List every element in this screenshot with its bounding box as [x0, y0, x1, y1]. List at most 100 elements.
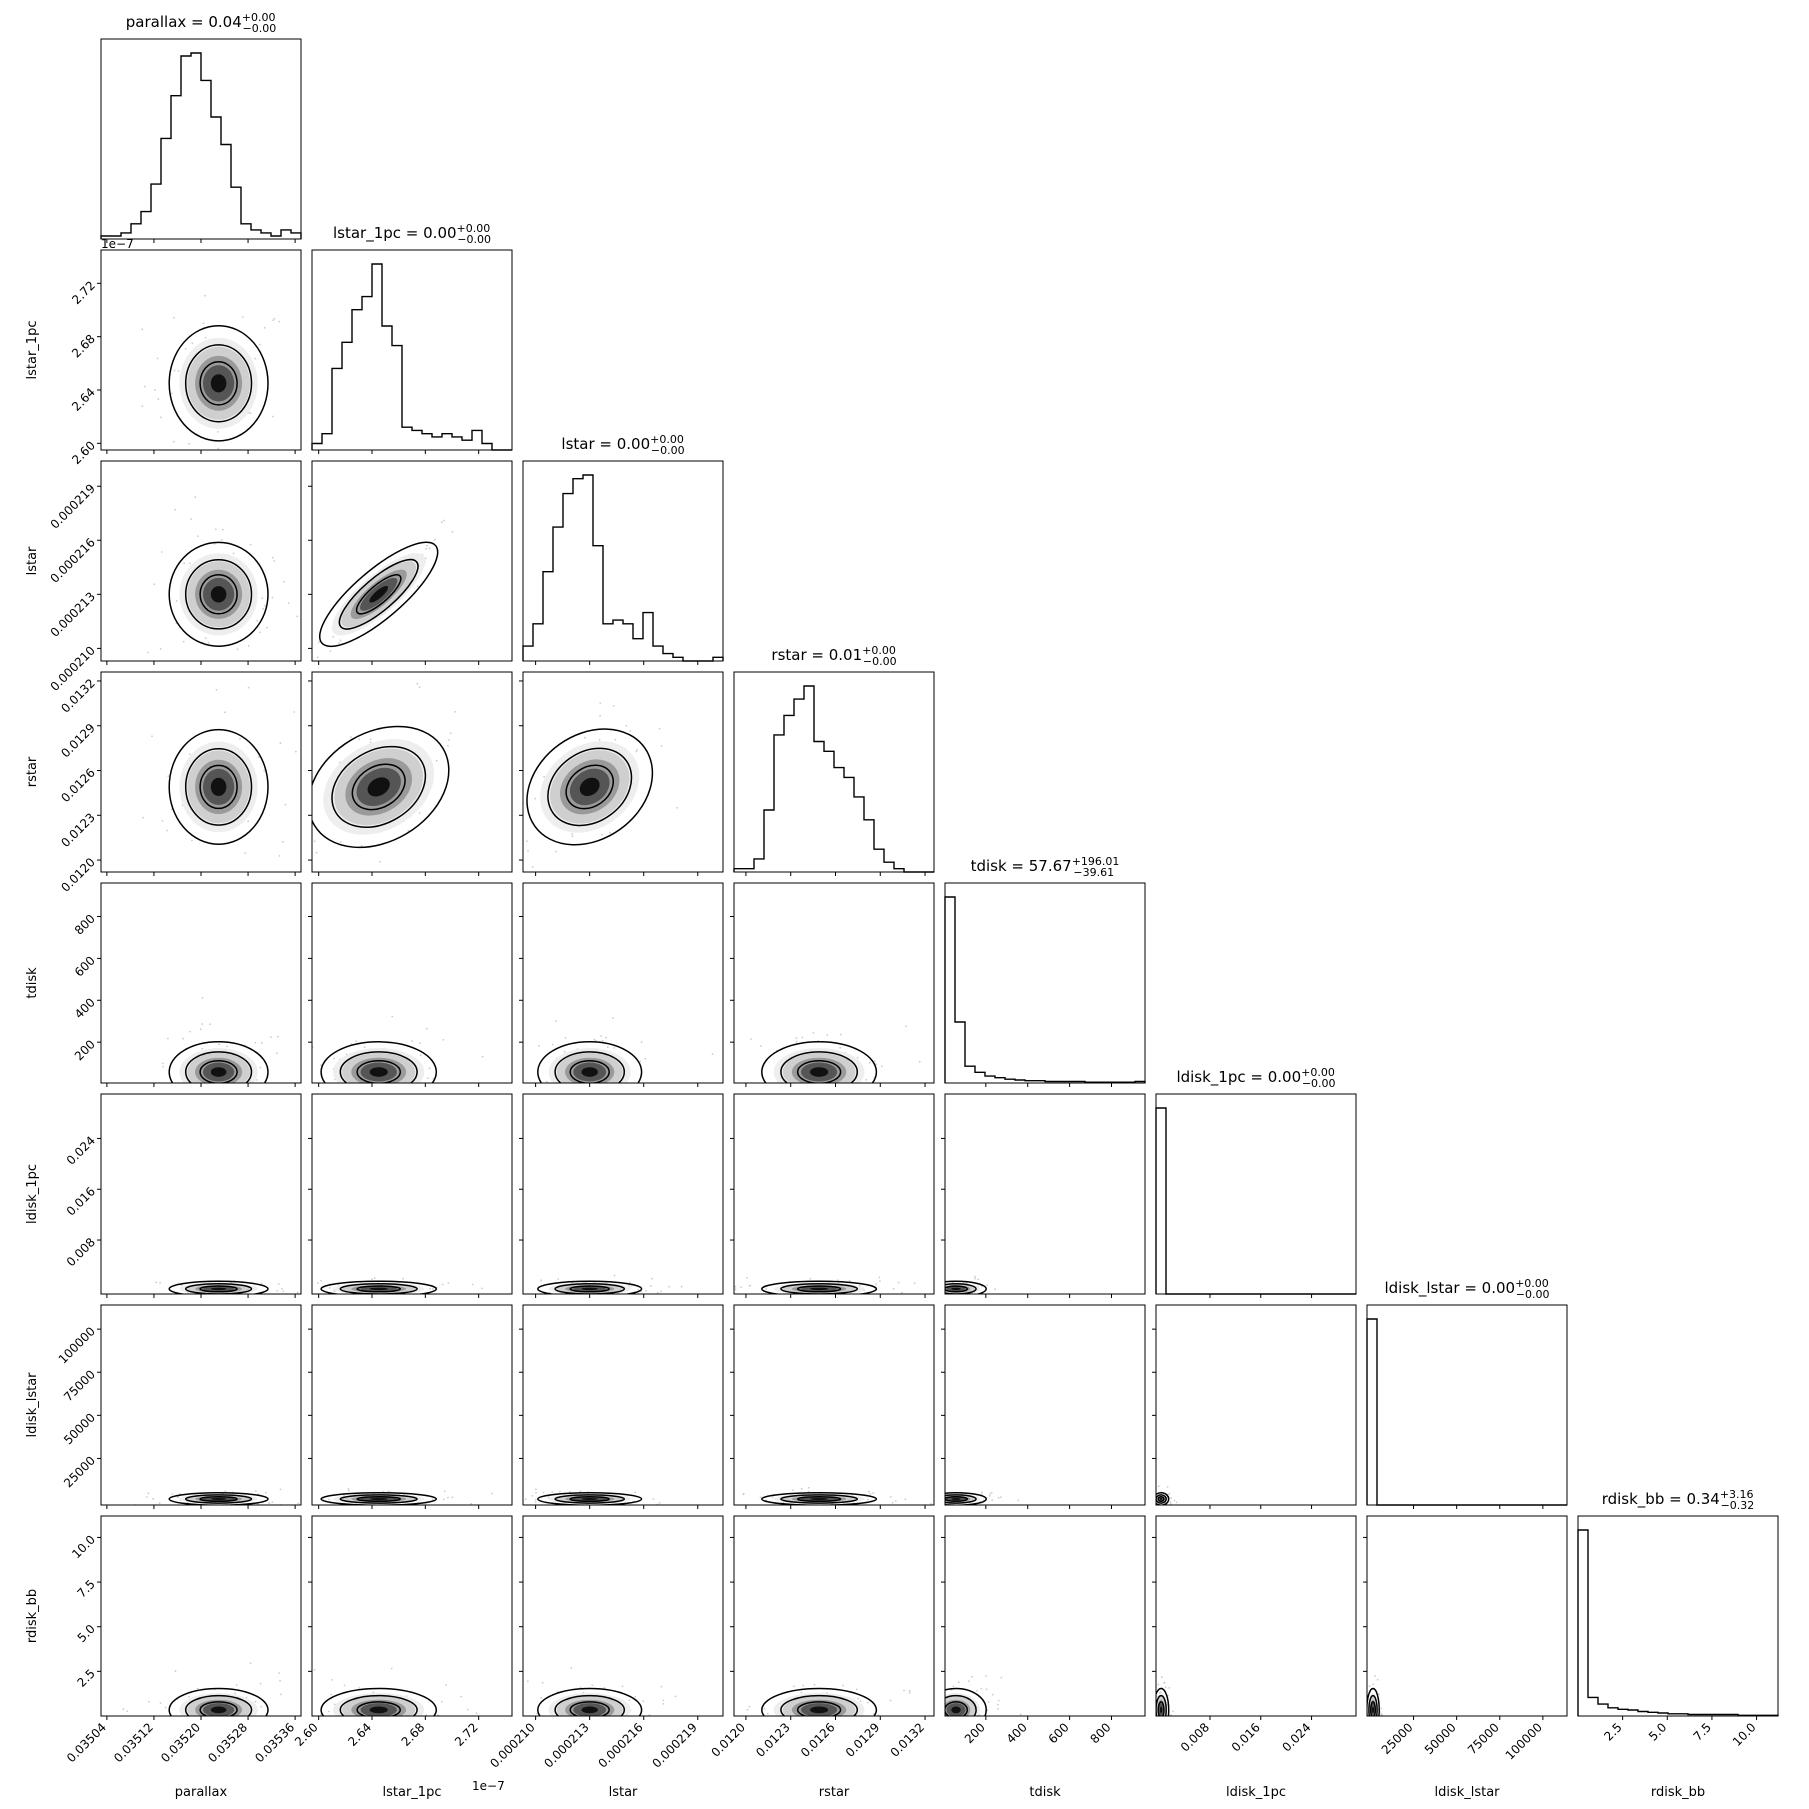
scatter-point [266, 626, 268, 629]
scatter-point [674, 1695, 677, 1698]
y-tick-label: 100000 [56, 1324, 98, 1366]
scatter-point [925, 1501, 927, 1503]
scatter-point [981, 1491, 983, 1494]
scatter-point [435, 759, 438, 762]
panel-ldisk_1pc-tdisk [931, 1093, 1146, 1298]
scatter-point [1378, 1720, 1380, 1722]
scatter-point [1146, 1712, 1148, 1714]
x-tick-label: 7.5 [1691, 1720, 1714, 1743]
contour-line [1367, 1687, 1380, 1716]
scatter-point [344, 1296, 346, 1298]
scatter-point [869, 1493, 872, 1495]
x-offset-text: 1e−7 [472, 1779, 505, 1793]
scatter-point [960, 1509, 962, 1511]
scatter-point [603, 1687, 606, 1689]
scatter-point [432, 1288, 434, 1290]
scatter-point [990, 1491, 993, 1494]
x-axis-label-lstar_1pc: lstar_1pc [383, 1785, 442, 1800]
scatter-point [279, 742, 282, 745]
scatter-point [246, 1506, 248, 1508]
scatter-point [931, 1283, 933, 1285]
scatter-point [986, 1284, 989, 1286]
scatter-point [445, 1684, 447, 1686]
scatter-point [196, 1508, 198, 1510]
scatter-point [746, 1277, 748, 1279]
scatter-point [857, 1506, 859, 1508]
scatter-point [592, 1726, 594, 1728]
scatter-point [1169, 1501, 1172, 1504]
scatter-point [447, 1282, 450, 1284]
panel-ldisk_lstar-ldisk_lstar: ldisk_lstar = 0.00+0.00 −0.00 [1366, 1277, 1568, 1509]
panel-ldisk_lstar-lstar_1pc [308, 1304, 513, 1509]
contour-line [761, 1041, 878, 1083]
scatter-point [173, 369, 176, 372]
scatter-point [955, 1722, 957, 1724]
scatter-point [611, 1733, 613, 1735]
contour-line [537, 1041, 643, 1083]
scatter-point [908, 1691, 911, 1694]
panel-tdisk-parallax: 200 400 600 800 [72, 882, 302, 1108]
scatter-point [170, 392, 173, 395]
scatter-point [415, 1717, 417, 1719]
scatter-point [141, 328, 144, 331]
density-level [210, 586, 227, 603]
title-lstar: lstar = 0.00+0.00 −0.00 [561, 433, 684, 457]
scatter-point [537, 1732, 539, 1734]
scatter-point [1159, 1735, 1161, 1737]
scatter-point [244, 470, 246, 472]
scatter-point [154, 389, 157, 391]
scatter-point [662, 1699, 665, 1702]
scatter-point [593, 1038, 596, 1041]
density-level [810, 1067, 829, 1077]
scatter-point [167, 775, 170, 777]
scatter-point [865, 1298, 867, 1300]
scatter-point [472, 1689, 474, 1691]
y-tick-label: 2.5 [75, 1666, 98, 1689]
scatter-point [547, 1496, 550, 1499]
scatter-point [883, 1717, 885, 1719]
scatter-point [164, 1706, 167, 1709]
scatter-point [1376, 1723, 1378, 1725]
panel-frame [311, 249, 513, 451]
scatter-point [1364, 1719, 1366, 1721]
scatter-point [660, 1290, 662, 1293]
scatter-point [1371, 1730, 1373, 1732]
contour-line [199, 1059, 238, 1083]
x-tick-label: 800 [1088, 1720, 1114, 1746]
scatter-point [302, 788, 304, 790]
scatter-point [480, 1287, 483, 1290]
contour-line [318, 541, 439, 648]
panel-rdisk_bb-ldisk_lstar: 25000 50000 75000 100000 [1363, 1515, 1568, 1763]
scatter-point [355, 1040, 358, 1043]
scatter-point [801, 1036, 804, 1039]
scatter-point [182, 640, 185, 643]
scatter-point [927, 1494, 929, 1496]
panel-ldisk_1pc-rstar [730, 1093, 935, 1300]
contour-line [569, 1285, 610, 1293]
scatter-point [171, 1493, 174, 1495]
panel-rstar-lstar [519, 671, 724, 876]
panel-frame [1366, 1304, 1568, 1506]
scatter-point [1160, 1676, 1163, 1679]
scatter-point [915, 1710, 917, 1712]
density-level [951, 1498, 961, 1500]
scatter-point [432, 1498, 434, 1501]
scatter-point [764, 1506, 766, 1508]
scatter-point [273, 1106, 275, 1108]
x-axis-label-parallax: parallax [175, 1785, 228, 1800]
contour-line [526, 728, 654, 846]
scatter-point [889, 1496, 892, 1498]
panel-lstar_1pc-lstar_1pc: lstar_1pc = 0.00+0.00 −0.00 [311, 222, 513, 454]
contour-line [320, 1280, 438, 1294]
scatter-point [644, 1057, 647, 1060]
scatter-point [215, 688, 218, 691]
scatter-point [426, 1077, 429, 1080]
panel-frame [522, 1515, 724, 1717]
scatter-point [849, 1719, 851, 1721]
scatter-point [470, 1502, 473, 1505]
scatter-point [639, 1084, 641, 1086]
scatter-point [935, 1282, 937, 1284]
scatter-point [360, 844, 363, 847]
scatter-point [260, 1282, 263, 1285]
y-tick-label: 25000 [61, 1453, 98, 1490]
